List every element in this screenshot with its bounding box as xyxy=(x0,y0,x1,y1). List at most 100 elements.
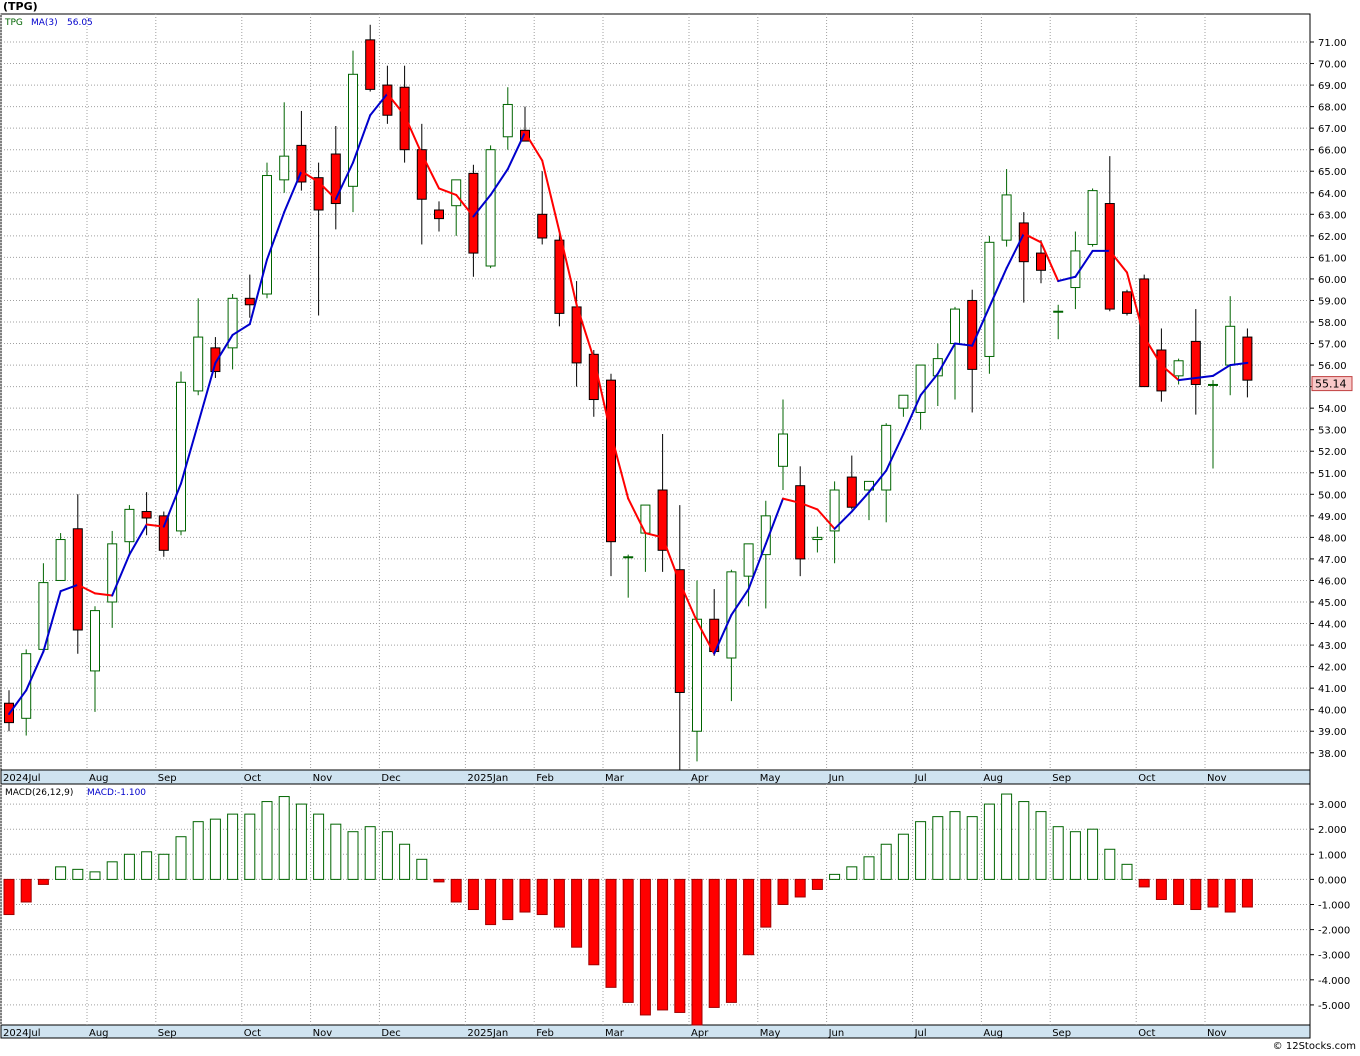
macd-bar xyxy=(1241,878,1253,908)
macd-date-label: Apr xyxy=(691,1028,709,1039)
ma3-line-segment xyxy=(214,333,234,364)
ma3-line-segment xyxy=(1040,241,1060,283)
candle-body xyxy=(881,424,892,491)
macd-date-label: 2025Jan xyxy=(467,1028,508,1039)
macd-bar xyxy=(829,873,841,880)
macd-bar xyxy=(915,821,927,880)
price-tick-label: 61.00 xyxy=(1318,253,1347,264)
candle-body xyxy=(262,175,272,295)
price-date-label: Jul xyxy=(914,773,927,784)
macd-bar xyxy=(605,878,617,988)
macd-bar xyxy=(519,878,531,913)
macd-bar xyxy=(399,843,411,880)
candle-body xyxy=(176,381,186,532)
candle-body xyxy=(1087,190,1098,245)
candle-body xyxy=(1018,222,1029,263)
macd-bar xyxy=(880,843,892,880)
legend-ma-label: MA(3) xyxy=(31,18,58,28)
ma3-line-segment xyxy=(816,508,836,530)
candle-body xyxy=(313,177,324,211)
macd-bar xyxy=(364,826,376,880)
candle-body xyxy=(1173,360,1184,377)
candle-body xyxy=(915,364,926,413)
ma3-line-segment xyxy=(627,497,647,535)
price-tick-label: 39.00 xyxy=(1318,727,1347,738)
ma3-line-segment xyxy=(1005,232,1025,270)
macd-bar xyxy=(811,878,823,890)
price-tick-label: 54.00 xyxy=(1318,404,1347,415)
candle-body xyxy=(1208,383,1218,386)
candle-body xyxy=(846,476,857,508)
macd-date-label: May xyxy=(760,1028,781,1039)
macd-bar xyxy=(932,816,944,880)
candle-body xyxy=(657,489,668,551)
macd-bar xyxy=(1069,831,1081,880)
macd-date-label: 2024Jul xyxy=(3,1028,41,1039)
candle-body xyxy=(1156,349,1167,392)
candle-body xyxy=(984,241,995,357)
macd-date-label: Aug xyxy=(89,1028,109,1039)
macd-bar xyxy=(330,823,342,880)
macd-tick-label: -4.000 xyxy=(1318,976,1350,987)
price-tick-label: 38.00 xyxy=(1318,749,1347,760)
candle-body xyxy=(967,299,978,370)
ma3-line-segment xyxy=(403,114,423,155)
legend-ma-value: 56.05 xyxy=(67,18,93,28)
price-date-label: Nov xyxy=(313,773,333,784)
macd-bar xyxy=(20,878,32,903)
ma3-line-segment xyxy=(489,168,509,196)
candle-body xyxy=(1225,325,1236,366)
ma3-line-segment xyxy=(1194,374,1214,379)
macd-bar xyxy=(295,803,307,880)
price-tick-label: 47.00 xyxy=(1318,555,1347,566)
ma3-line-segment xyxy=(696,620,716,655)
price-tick-label: 44.00 xyxy=(1318,620,1347,631)
ma3-line-segment xyxy=(506,131,526,171)
macd-bar xyxy=(1087,828,1099,880)
ma3-line-segment xyxy=(266,211,286,261)
candle-body xyxy=(743,543,754,577)
candle-body xyxy=(416,149,427,200)
ma3-line-segment xyxy=(850,491,870,513)
candle-body xyxy=(279,155,290,181)
price-tick-label: 56.00 xyxy=(1318,361,1347,372)
macd-bar xyxy=(897,833,909,880)
ma3-line-segment xyxy=(1074,249,1094,278)
ma3-line-segment xyxy=(420,153,440,190)
macd-bar xyxy=(450,878,462,903)
macd-tick-label: -1.000 xyxy=(1318,901,1350,912)
candle-body xyxy=(107,543,118,603)
macd-bar xyxy=(209,818,221,880)
macd-bar xyxy=(657,878,669,1011)
price-tick-label: 66.00 xyxy=(1318,146,1347,157)
macd-bar xyxy=(777,878,789,905)
price-tick-label: 48.00 xyxy=(1318,533,1347,544)
macd-bar xyxy=(1001,793,1013,880)
ma3-line-segment xyxy=(524,131,544,162)
price-date-label: Nov xyxy=(1207,773,1227,784)
price-tick-label: 69.00 xyxy=(1318,81,1347,92)
macd-bar xyxy=(639,878,651,1016)
macd-date-label: Sep xyxy=(1052,1028,1071,1039)
ma3-line-segment xyxy=(747,542,767,591)
macd-bar xyxy=(1138,878,1150,888)
macd-date-label: Sep xyxy=(158,1028,177,1039)
macd-bar xyxy=(1035,811,1047,880)
macd-bar xyxy=(1207,878,1219,908)
ma3-line-segment xyxy=(197,361,217,425)
ma3-line-segment xyxy=(180,422,200,485)
price-tick-label: 64.00 xyxy=(1318,189,1347,200)
candle-body xyxy=(468,172,479,254)
macd-bar xyxy=(55,866,67,880)
macd-bar xyxy=(674,878,686,1013)
ma3-line-segment xyxy=(954,342,974,347)
macd-bar xyxy=(1190,878,1202,911)
candle-body xyxy=(1242,336,1253,381)
macd-bar xyxy=(622,878,634,1003)
macd-bar xyxy=(123,853,135,880)
macd-bar xyxy=(158,853,170,880)
macd-bar xyxy=(691,878,703,1026)
price-tick-label: 57.00 xyxy=(1318,340,1347,351)
macd-tick-label: 3.000 xyxy=(1318,800,1347,811)
macd-bar xyxy=(106,861,118,880)
